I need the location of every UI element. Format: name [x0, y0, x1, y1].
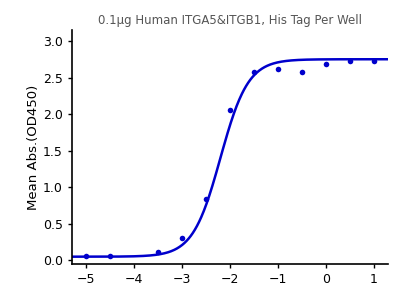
Title: 0.1μg Human ITGA5&ITGB1, His Tag Per Well: 0.1μg Human ITGA5&ITGB1, His Tag Per Wel… [98, 14, 362, 27]
Point [251, 69, 257, 74]
Point [203, 196, 209, 201]
Point [155, 250, 161, 255]
Point [346, 59, 353, 64]
Point [227, 107, 233, 112]
Point [370, 59, 377, 64]
Point [275, 66, 281, 71]
Point [83, 254, 90, 258]
Point [299, 70, 305, 75]
Point [179, 236, 185, 241]
Point [107, 254, 114, 258]
Point [322, 62, 329, 67]
Y-axis label: Mean Abs.(OD450): Mean Abs.(OD450) [27, 84, 40, 210]
